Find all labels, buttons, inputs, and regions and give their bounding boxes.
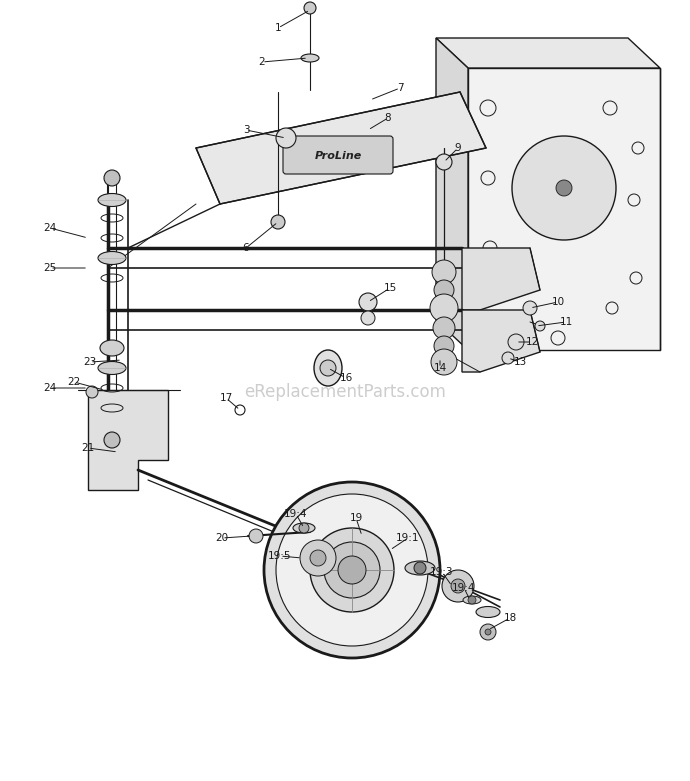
Text: 14: 14: [433, 363, 446, 373]
Polygon shape: [88, 390, 168, 490]
Circle shape: [430, 294, 458, 322]
Text: 19: 19: [349, 513, 363, 523]
Ellipse shape: [100, 340, 124, 356]
Polygon shape: [436, 38, 660, 68]
Circle shape: [264, 482, 440, 658]
Circle shape: [434, 336, 454, 356]
Circle shape: [512, 136, 616, 240]
Circle shape: [361, 311, 375, 325]
FancyBboxPatch shape: [283, 136, 393, 174]
Circle shape: [310, 550, 326, 566]
Circle shape: [523, 301, 537, 315]
Circle shape: [556, 180, 572, 196]
Ellipse shape: [98, 251, 126, 265]
Text: ProLine: ProLine: [315, 151, 362, 161]
Text: 22: 22: [68, 377, 81, 387]
Text: 19:5: 19:5: [268, 551, 292, 561]
Circle shape: [86, 386, 98, 398]
Circle shape: [508, 334, 524, 350]
Text: 8: 8: [385, 113, 391, 123]
Ellipse shape: [476, 607, 500, 618]
Circle shape: [502, 352, 514, 364]
Circle shape: [338, 556, 366, 584]
Polygon shape: [196, 92, 486, 204]
Text: 2: 2: [259, 57, 266, 67]
Text: 12: 12: [525, 337, 539, 347]
Text: 17: 17: [219, 393, 233, 403]
Text: 1: 1: [275, 23, 282, 33]
Circle shape: [451, 579, 465, 593]
Circle shape: [480, 624, 496, 640]
Text: 16: 16: [339, 373, 353, 383]
Text: 21: 21: [81, 443, 95, 453]
Polygon shape: [436, 38, 468, 350]
Text: 18: 18: [504, 613, 517, 623]
Text: 25: 25: [43, 263, 57, 273]
Circle shape: [485, 629, 491, 635]
Circle shape: [310, 528, 394, 612]
Text: 6: 6: [243, 243, 249, 253]
Circle shape: [249, 529, 263, 543]
Text: 24: 24: [43, 223, 57, 233]
Text: eReplacementParts.com: eReplacementParts.com: [244, 383, 446, 401]
Text: 11: 11: [560, 317, 573, 327]
Ellipse shape: [293, 523, 315, 533]
Text: 15: 15: [384, 283, 397, 293]
Text: 7: 7: [397, 83, 404, 93]
Circle shape: [432, 260, 456, 284]
Text: 23: 23: [83, 357, 97, 367]
Circle shape: [434, 280, 454, 300]
Circle shape: [359, 293, 377, 311]
Ellipse shape: [314, 350, 342, 386]
Circle shape: [320, 360, 336, 376]
Circle shape: [276, 128, 296, 148]
Circle shape: [299, 523, 309, 533]
Circle shape: [300, 540, 336, 576]
Ellipse shape: [463, 596, 481, 604]
Circle shape: [535, 321, 545, 331]
Circle shape: [468, 596, 476, 604]
Circle shape: [271, 215, 285, 229]
Text: 10: 10: [551, 297, 564, 307]
Circle shape: [304, 2, 316, 14]
Circle shape: [414, 562, 426, 574]
Ellipse shape: [405, 561, 435, 575]
Text: 9: 9: [455, 143, 462, 153]
Circle shape: [442, 570, 474, 602]
Circle shape: [324, 542, 380, 598]
Polygon shape: [468, 68, 660, 350]
Polygon shape: [462, 310, 540, 372]
Circle shape: [104, 432, 120, 448]
Circle shape: [436, 154, 452, 170]
Text: 19:1: 19:1: [396, 533, 420, 543]
Polygon shape: [462, 248, 540, 310]
Text: 19:4: 19:4: [452, 583, 475, 593]
Ellipse shape: [98, 362, 126, 375]
Text: 20: 20: [215, 533, 228, 543]
Ellipse shape: [98, 194, 126, 206]
Text: 3: 3: [243, 125, 249, 135]
Text: 19:4: 19:4: [284, 509, 308, 519]
Ellipse shape: [301, 54, 319, 62]
Text: 24: 24: [43, 383, 57, 393]
Text: 13: 13: [513, 357, 526, 367]
Circle shape: [433, 317, 455, 339]
Circle shape: [276, 494, 428, 646]
Text: 19:3: 19:3: [431, 567, 454, 577]
Circle shape: [431, 349, 457, 375]
Circle shape: [104, 170, 120, 186]
